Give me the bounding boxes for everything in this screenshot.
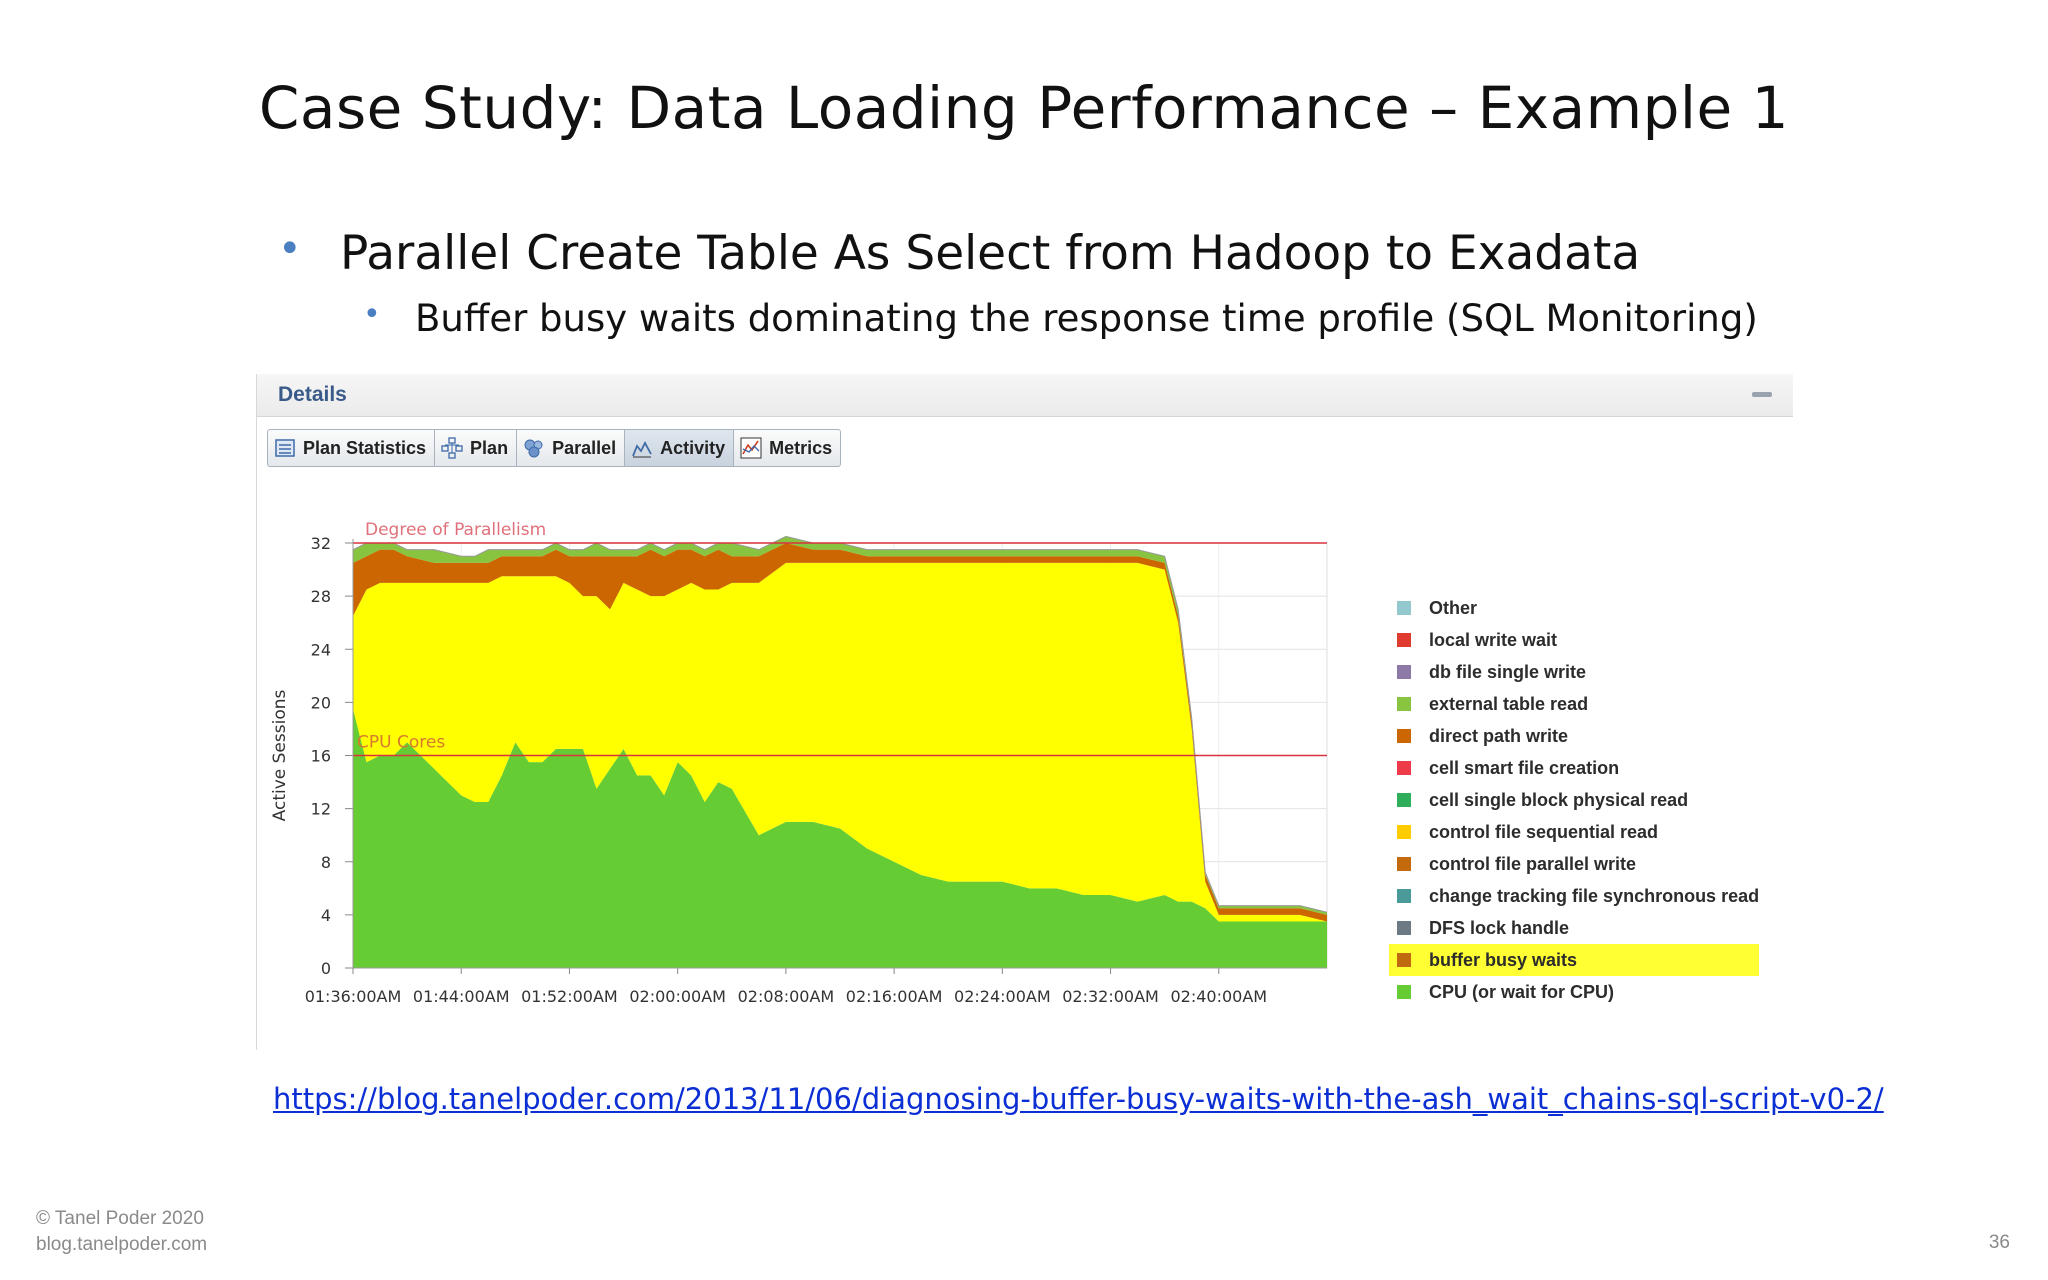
legend-swatch <box>1397 921 1411 935</box>
legend-swatch <box>1397 857 1411 871</box>
y-tick-label: 16 <box>311 747 331 766</box>
area-cpu-or-wait-for-cpu <box>353 709 1327 968</box>
legend-item: change tracking file synchronous read <box>1397 880 1759 912</box>
slide-title: Case Study: Data Loading Performance – E… <box>258 74 1790 142</box>
legend-item: DFS lock handle <box>1397 912 1759 944</box>
details-panel: Details Plan Statistics Plan Parallel <box>256 374 1793 1050</box>
activity-chart: 0 4 8 12 16 20 24 28 32 01:36:00AM 01:44:00AM 01:52… <box>270 520 1328 1006</box>
legend-swatch <box>1397 665 1411 679</box>
legend-swatch <box>1397 953 1411 967</box>
bullet-level1: Parallel Create Table As Select from Had… <box>340 226 1641 281</box>
tree-icon <box>440 436 464 460</box>
area-buffer-busy-waits <box>353 562 1327 922</box>
tab-plan[interactable]: Plan <box>435 430 518 466</box>
copyright-text: © Tanel Poder 2020 <box>36 1208 204 1229</box>
legend-swatch <box>1397 633 1411 647</box>
legend-item: control file sequential read <box>1397 816 1759 848</box>
legend-swatch <box>1397 697 1411 711</box>
legend-swatch <box>1397 601 1411 615</box>
x-tick-label: 02:24:00AM <box>954 987 1051 1006</box>
legend-label: change tracking file synchronous read <box>1429 885 1760 906</box>
legend-item: local write wait <box>1397 624 1759 656</box>
collapse-icon[interactable] <box>1752 392 1772 397</box>
x-tick-label: 01:44:00AM <box>413 987 510 1006</box>
legend-label: DFS lock handle <box>1429 917 1570 938</box>
tab-label: Plan Statistics <box>303 437 427 458</box>
legend-item: control file parallel write <box>1397 848 1759 880</box>
legend-label: control file parallel write <box>1429 853 1637 874</box>
legend-item: db file single write <box>1397 656 1759 688</box>
legend-item: external table read <box>1397 688 1759 720</box>
legend-label: Other <box>1429 597 1478 618</box>
y-tick-label: 28 <box>311 587 331 606</box>
legend-swatch <box>1397 793 1411 807</box>
x-tick-label: 02:00:00AM <box>629 987 726 1006</box>
legend-label: control file sequential read <box>1429 821 1659 842</box>
legend-label: buffer busy waits <box>1429 949 1578 970</box>
legend-swatch <box>1397 985 1411 999</box>
page-number: 36 <box>1988 1232 2010 1253</box>
reference-line-label: Degree of Parallelism <box>365 520 546 540</box>
x-tick-label: 01:36:00AM <box>305 987 402 1006</box>
legend-item: buffer busy waits <box>1389 944 1760 976</box>
tab-label: Metrics <box>769 437 833 458</box>
legend-label: db file single write <box>1429 661 1587 682</box>
tab-label: Parallel <box>552 437 617 458</box>
x-tick-label: 02:08:00AM <box>738 987 835 1006</box>
legend-item: cell single block physical read <box>1397 784 1759 816</box>
tab-label: Plan <box>470 437 509 458</box>
legend-swatch <box>1397 761 1411 775</box>
y-tick-label: 8 <box>321 853 331 872</box>
panel-title: Details <box>278 383 347 406</box>
tab-bar: Plan Statistics Plan Parallel Activity M… <box>267 429 842 467</box>
y-tick-label: 24 <box>311 640 331 659</box>
legend-label: CPU (or wait for CPU) <box>1429 981 1615 1002</box>
tab-plan-statistics[interactable]: Plan Statistics <box>268 430 436 466</box>
legend-swatch <box>1397 889 1411 903</box>
legend-label: local write wait <box>1429 629 1558 650</box>
chart-legend: Other local write wait db file single writ… <box>1389 592 1760 1008</box>
reference-line-label: CPU Cores <box>357 733 445 753</box>
legend-label: cell single block physical read <box>1429 789 1689 810</box>
tab-metrics[interactable]: Metrics <box>734 430 840 466</box>
tab-label: Activity <box>660 437 726 458</box>
x-tick-label: 02:16:00AM <box>846 987 943 1006</box>
legend-swatch <box>1397 729 1411 743</box>
y-tick-label: 4 <box>321 906 331 925</box>
line-chart-icon <box>739 436 763 460</box>
footer: © Tanel Poder 2020 blog.tanelpoder.com <box>36 1206 207 1258</box>
tab-activity[interactable]: Activity <box>625 430 735 466</box>
bullet-dot: • <box>278 226 302 272</box>
legend-swatch <box>1397 825 1411 839</box>
area-chart-icon <box>630 436 654 460</box>
x-tick-label: 02:32:00AM <box>1062 987 1159 1006</box>
bullet-dot: • <box>363 297 381 332</box>
site-text: blog.tanelpoder.com <box>36 1234 208 1255</box>
y-tick-label: 12 <box>311 800 331 819</box>
y-axis-label: Active Sessions <box>270 690 290 822</box>
y-tick-label: 20 <box>311 693 331 712</box>
x-tick-label: 01:52:00AM <box>521 987 618 1006</box>
y-tick-label: 32 <box>311 534 331 553</box>
x-tick-label: 02:40:00AM <box>1170 987 1267 1006</box>
reference-link[interactable]: https://blog.tanelpoder.com/2013/11/06/d… <box>273 1082 1884 1116</box>
legend-item: direct path write <box>1397 720 1759 752</box>
legend-item: Other <box>1397 592 1759 624</box>
legend-label: external table read <box>1429 693 1589 714</box>
gears-icon <box>522 436 546 460</box>
bullet-level2: Buffer busy waits dominating the respons… <box>415 297 1758 340</box>
legend-label: cell smart file creation <box>1429 757 1620 778</box>
table-icon <box>273 436 297 460</box>
y-tick-label: 0 <box>321 959 331 978</box>
legend-item: cell smart file creation <box>1397 752 1759 784</box>
tab-parallel[interactable]: Parallel <box>517 430 626 466</box>
panel-header: Details <box>257 374 1793 417</box>
legend-item: CPU (or wait for CPU) <box>1397 976 1759 1008</box>
legend-label: direct path write <box>1429 725 1569 746</box>
area-direct-path-write <box>353 543 1327 922</box>
